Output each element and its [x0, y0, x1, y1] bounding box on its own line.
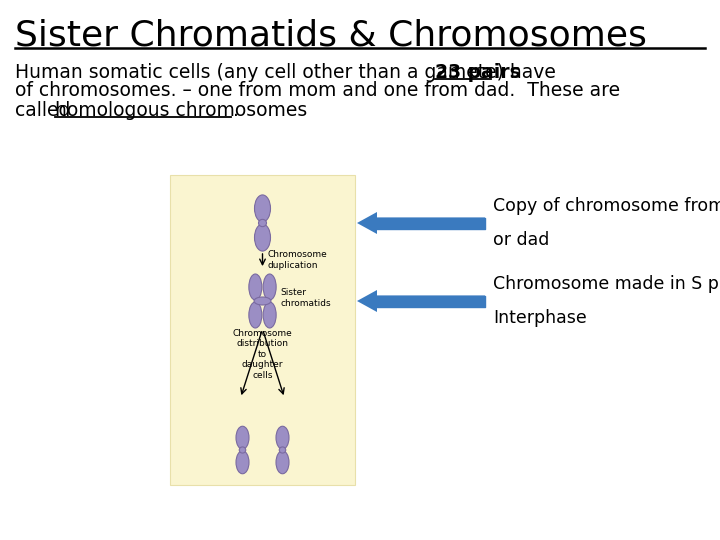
Ellipse shape — [239, 447, 246, 453]
Ellipse shape — [236, 451, 249, 474]
Ellipse shape — [263, 302, 276, 328]
Ellipse shape — [249, 274, 262, 300]
Text: Chromosome made in S phase of: Chromosome made in S phase of — [493, 275, 720, 293]
Text: of chromosomes. – one from mom and one from dad.  These are: of chromosomes. – one from mom and one f… — [15, 82, 620, 100]
Text: Sister
chromatids: Sister chromatids — [281, 288, 331, 308]
Ellipse shape — [276, 451, 289, 474]
Ellipse shape — [254, 224, 271, 251]
Ellipse shape — [254, 297, 271, 305]
Ellipse shape — [258, 219, 266, 227]
Text: Human somatic cells (any cell other than a gamete) have: Human somatic cells (any cell other than… — [15, 63, 562, 82]
Text: Chromosome
duplication: Chromosome duplication — [268, 251, 328, 269]
Ellipse shape — [276, 426, 289, 449]
Text: homologous chromosomes: homologous chromosomes — [55, 100, 307, 119]
Text: Sister Chromatids & Chromosomes: Sister Chromatids & Chromosomes — [15, 18, 647, 52]
Ellipse shape — [279, 447, 286, 453]
Text: called: called — [15, 100, 76, 119]
Ellipse shape — [263, 274, 276, 300]
Text: Interphase: Interphase — [493, 309, 587, 327]
Text: Chromosome
distribution
to
daughter
cells: Chromosome distribution to daughter cell… — [233, 329, 292, 380]
Text: .: . — [233, 100, 239, 119]
Text: Copy of chromosome from mom: Copy of chromosome from mom — [493, 197, 720, 215]
FancyArrow shape — [357, 290, 485, 312]
Ellipse shape — [249, 302, 262, 328]
Text: 23 pairs: 23 pairs — [435, 63, 521, 82]
Ellipse shape — [236, 426, 249, 449]
Ellipse shape — [254, 195, 271, 222]
Text: or dad: or dad — [493, 231, 549, 249]
FancyArrow shape — [357, 212, 485, 234]
FancyBboxPatch shape — [170, 175, 355, 485]
